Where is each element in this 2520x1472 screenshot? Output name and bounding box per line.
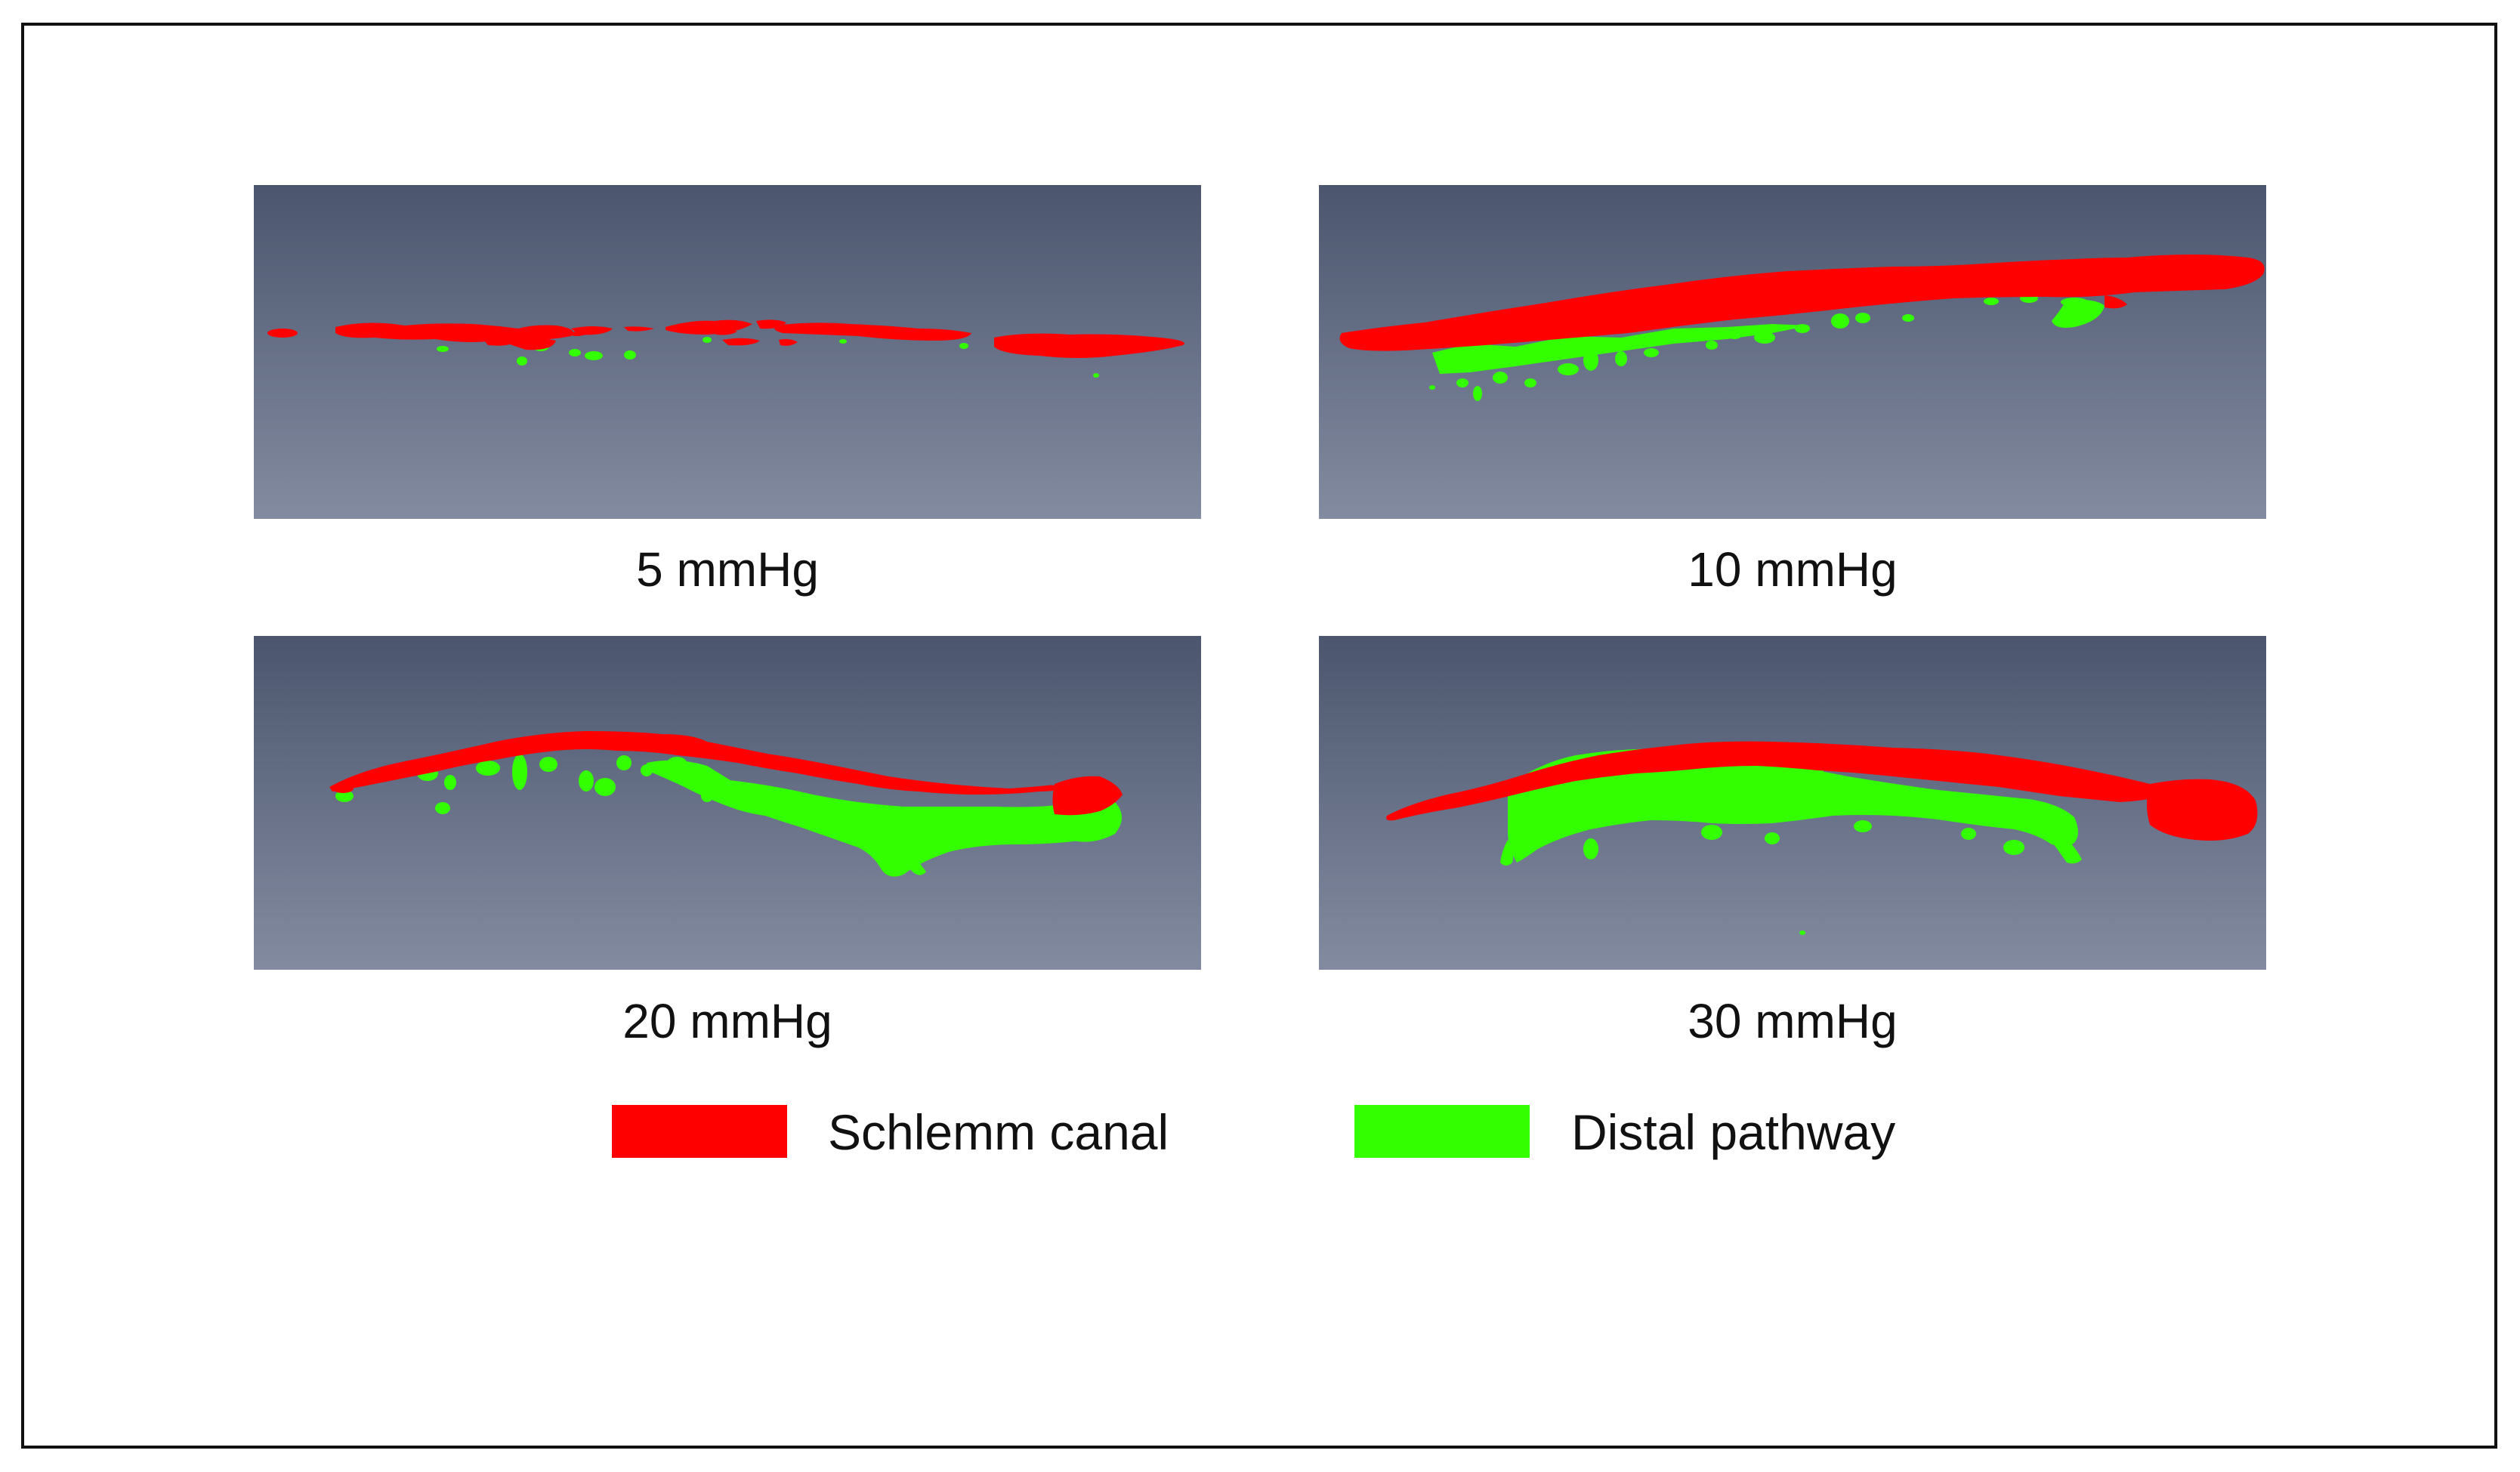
legend-swatch-distal — [1354, 1105, 1530, 1158]
panel-caption: 30 mmHg — [1688, 994, 1898, 1048]
legend-swatch-schlemm — [612, 1105, 787, 1158]
schlemm-canal-render — [1339, 255, 2265, 351]
panel-caption: 20 mmHg — [622, 994, 832, 1048]
panel-caption: 5 mmHg — [636, 542, 819, 597]
render-panel-10-mmhg — [1319, 185, 2266, 519]
schlemm-canal-render — [329, 731, 1123, 816]
legend-label-schlemm: Schlemm canal — [828, 1104, 1169, 1160]
render-panel-30-mmhg — [1319, 636, 2266, 970]
render-panel-5-mmhg — [254, 185, 1201, 519]
schlemm-canal-render — [1386, 741, 2258, 841]
distal-pathway-render — [1429, 294, 2105, 401]
render-panel-20-mmhg — [254, 636, 1201, 970]
schlemm-canal-render — [267, 319, 1184, 358]
legend-label-distal: Distal pathway — [1571, 1104, 1896, 1160]
panel-caption: 10 mmHg — [1688, 542, 1898, 597]
